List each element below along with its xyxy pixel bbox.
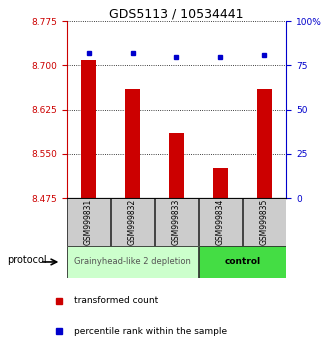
Text: GSM999832: GSM999832 <box>128 199 137 245</box>
Bar <box>156 198 197 246</box>
Bar <box>199 246 285 278</box>
Bar <box>169 133 184 198</box>
Text: percentile rank within the sample: percentile rank within the sample <box>74 327 227 336</box>
Bar <box>257 89 272 198</box>
Text: GSM999833: GSM999833 <box>172 199 181 245</box>
Text: control: control <box>224 257 260 267</box>
Text: GSM999831: GSM999831 <box>84 199 93 245</box>
Bar <box>213 167 228 198</box>
Text: transformed count: transformed count <box>74 296 158 305</box>
Bar <box>199 198 241 246</box>
Text: GSM999835: GSM999835 <box>260 199 269 245</box>
Bar <box>81 59 96 198</box>
Bar <box>68 246 197 278</box>
Bar <box>68 198 110 246</box>
Title: GDS5113 / 10534441: GDS5113 / 10534441 <box>109 7 244 20</box>
Bar <box>112 198 154 246</box>
Text: GSM999834: GSM999834 <box>216 199 225 245</box>
Bar <box>243 198 285 246</box>
Text: Grainyhead-like 2 depletion: Grainyhead-like 2 depletion <box>74 257 191 267</box>
Text: protocol: protocol <box>7 255 46 266</box>
Bar <box>125 89 140 198</box>
